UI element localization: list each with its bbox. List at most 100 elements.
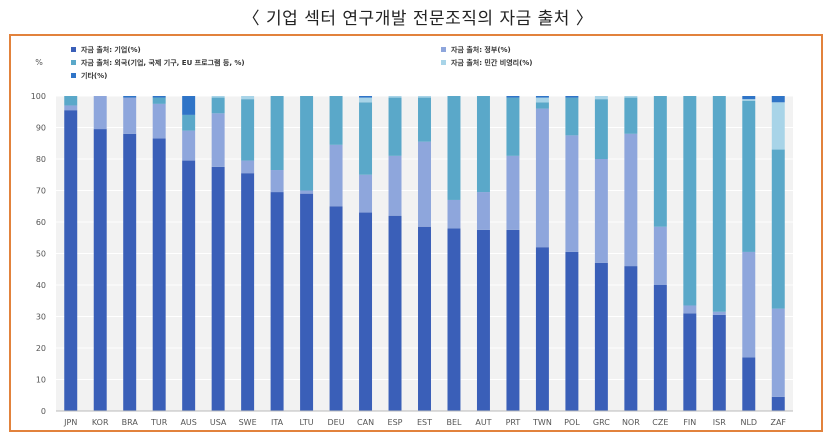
y-tick-label: 50 xyxy=(36,250,46,259)
bar-segment xyxy=(506,155,520,230)
x-tick-label: KOR xyxy=(92,418,109,427)
bar-segment xyxy=(624,133,638,267)
x-tick-label: AUT xyxy=(475,418,491,427)
bar-segment xyxy=(742,357,756,411)
bar-segment xyxy=(447,228,461,411)
bar-segment xyxy=(64,96,78,106)
bar-segment xyxy=(152,138,166,411)
bar-segment xyxy=(565,97,579,136)
bar-segment xyxy=(211,97,225,114)
bar-segment xyxy=(565,251,579,411)
bar-segment xyxy=(447,199,461,229)
bar-segment xyxy=(742,99,756,101)
bar-segment xyxy=(123,96,137,98)
y-tick-label: 20 xyxy=(36,344,46,353)
x-tick-label: CZE xyxy=(652,418,668,427)
x-tick-label: JPN xyxy=(63,418,77,427)
bar-segment xyxy=(270,170,284,193)
bar-segment xyxy=(182,160,196,411)
y-tick-label: 60 xyxy=(36,218,46,227)
bar-segment xyxy=(359,102,373,175)
bar-segment xyxy=(742,100,756,252)
bar-segment xyxy=(300,190,314,194)
bar-segment xyxy=(418,97,431,142)
page-title: 〈 기업 섹터 연구개발 전문조직의 자금 출처 〉 xyxy=(242,9,594,29)
bar-segment xyxy=(742,251,756,358)
x-tick-label: EST xyxy=(417,418,432,427)
bar-segment xyxy=(93,96,107,130)
bar-segment xyxy=(152,103,166,139)
x-tick-label: POL xyxy=(564,418,580,427)
bar-segment xyxy=(506,96,520,98)
x-tick-label: BRA xyxy=(122,418,139,427)
bar-segment xyxy=(359,174,373,213)
legend-label: 자금 출처: 정부(%) xyxy=(451,45,511,54)
bar-segment xyxy=(535,97,549,103)
y-tick-label: 0 xyxy=(41,407,46,416)
bar-segment xyxy=(388,96,402,98)
bar-segment xyxy=(476,229,490,411)
bar-segment xyxy=(712,314,726,411)
bar-segment xyxy=(683,96,697,306)
bar-segment xyxy=(359,212,373,411)
bar-segment xyxy=(535,247,549,411)
bar-segment xyxy=(535,96,549,98)
x-tick-label: DEU xyxy=(328,418,345,427)
y-tick-label: 30 xyxy=(36,313,46,322)
legend-label: 기타(%) xyxy=(81,71,107,80)
legend-swatch xyxy=(441,60,446,65)
x-tick-label: ESP xyxy=(388,418,403,427)
legend-swatch xyxy=(441,47,446,52)
y-tick-label: 100 xyxy=(31,92,46,101)
x-tick-label: NLD xyxy=(740,418,757,427)
y-tick-label: 10 xyxy=(36,376,46,385)
bar-segment xyxy=(506,97,520,156)
x-tick-label: TUR xyxy=(150,418,168,427)
x-tick-label: CAN xyxy=(357,418,374,427)
bar-segment xyxy=(418,141,431,227)
x-tick-label: AUS xyxy=(180,418,196,427)
legend-swatch xyxy=(71,73,76,78)
bar-segment xyxy=(594,159,608,263)
bar-segment xyxy=(418,96,431,98)
bar-segment xyxy=(594,96,608,100)
y-tick-label: 70 xyxy=(36,187,46,196)
bar-segment xyxy=(683,313,697,411)
bar-segment xyxy=(624,97,638,134)
x-tick-label: ITA xyxy=(271,418,284,427)
bar-segment xyxy=(64,105,78,111)
bar-segment xyxy=(300,96,314,191)
legend-swatch xyxy=(71,47,76,52)
bar-segment xyxy=(653,96,667,227)
bar-segment xyxy=(329,206,343,411)
bar-segment xyxy=(329,144,343,207)
bar-segment xyxy=(653,226,667,285)
bar-segment xyxy=(742,96,756,100)
bar-segment xyxy=(447,96,461,200)
bar-segment xyxy=(653,285,667,411)
chart-frame: 0 10 20 30 40 50 60 70 80 90 100% JPN KOR BRA TUR AUS US… xyxy=(9,34,823,432)
bar-segment xyxy=(418,226,431,411)
bar-segment xyxy=(476,192,490,230)
bar-segment xyxy=(123,97,137,134)
x-tick-label: SWE xyxy=(239,418,257,427)
bar-segment xyxy=(182,96,196,115)
bar-segment xyxy=(712,311,726,315)
bar-segment xyxy=(683,305,697,314)
bar-segment xyxy=(241,173,255,411)
y-tick-label: 80 xyxy=(36,155,46,164)
bar-segment xyxy=(241,160,255,174)
x-tick-label: ISR xyxy=(713,418,726,427)
x-tick-label: ZAF xyxy=(770,418,786,427)
bar-segment xyxy=(771,102,785,150)
bar-segment xyxy=(123,133,137,412)
y-tick-label: 90 xyxy=(36,124,46,133)
bar-segment xyxy=(771,396,785,411)
bar-segment xyxy=(211,166,225,411)
bar-segment xyxy=(329,96,343,145)
bar-segment xyxy=(594,99,608,159)
bar-segment xyxy=(565,96,579,98)
bar-segment xyxy=(64,110,78,412)
x-tick-label: LTU xyxy=(300,418,314,427)
bar-segment xyxy=(211,113,225,167)
